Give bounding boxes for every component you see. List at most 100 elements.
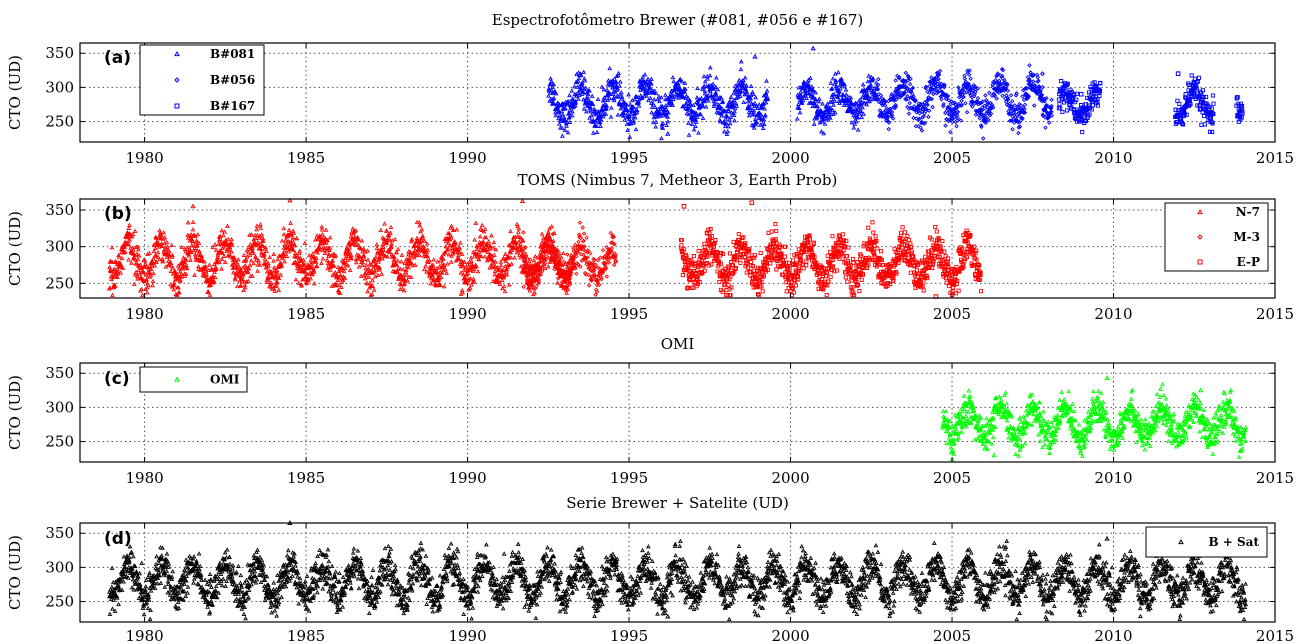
series-b-056-points bbox=[875, 63, 1055, 141]
y-tick-label: 350 bbox=[45, 44, 74, 62]
legend-box bbox=[139, 366, 248, 393]
x-tick-label: 1985 bbox=[287, 305, 325, 323]
y-tick-label: 250 bbox=[45, 274, 74, 292]
x-tick-label: 1985 bbox=[287, 469, 325, 487]
legend-label: N-7 bbox=[1236, 205, 1260, 219]
series-b-167-points bbox=[1173, 73, 1216, 134]
axes-frame bbox=[79, 42, 1276, 143]
panel-d: Serie Brewer + Satelite (UD) 1980 1985 1990… bbox=[6, 494, 1294, 644]
y-tick-label: 300 bbox=[45, 238, 74, 256]
data-point bbox=[665, 613, 671, 619]
legend-marker bbox=[1197, 234, 1203, 240]
data-point bbox=[752, 53, 758, 59]
data-point bbox=[561, 101, 568, 107]
x-tick-label: 1980 bbox=[126, 627, 164, 644]
data-point bbox=[1175, 71, 1181, 77]
x-tick-label: 1990 bbox=[448, 305, 486, 323]
legend: N-7 M-3 E-P bbox=[1164, 202, 1269, 272]
y-axis-label: CTO (UD) bbox=[6, 211, 24, 286]
legend-marker bbox=[1178, 538, 1184, 545]
x-tick-label: 1990 bbox=[448, 149, 486, 167]
x-tick-label: 2015 bbox=[1256, 469, 1294, 487]
panel-label: (d) bbox=[104, 529, 132, 549]
x-tick-label: 2010 bbox=[1094, 469, 1132, 487]
legend-marker bbox=[1197, 208, 1203, 215]
data-point bbox=[1237, 111, 1242, 116]
legend: B#081 B#056 B#167 bbox=[139, 44, 265, 116]
x-tick-label: 2015 bbox=[1256, 149, 1294, 167]
series-m-3-points bbox=[520, 220, 619, 298]
data-point bbox=[1039, 71, 1045, 77]
x-tick-label: 1985 bbox=[287, 627, 325, 644]
x-tick-label: 1980 bbox=[126, 469, 164, 487]
panel-b: TOMS (Nimbus 7, Metheor 3, Earth Prob) 19… bbox=[6, 171, 1294, 323]
data-point bbox=[991, 452, 997, 458]
axes-frame bbox=[79, 362, 1276, 463]
series-n-7-points bbox=[106, 219, 577, 297]
data-points bbox=[106, 520, 1249, 622]
panel-label: (a) bbox=[104, 48, 131, 68]
legend-marker bbox=[174, 376, 180, 382]
y-tick-label: 350 bbox=[45, 524, 74, 542]
x-tick-label: 2010 bbox=[1094, 305, 1132, 323]
x-tick-label: 2010 bbox=[1094, 627, 1132, 644]
x-tick-label: 2005 bbox=[933, 627, 971, 644]
data-points bbox=[106, 197, 984, 299]
axes-frame bbox=[79, 198, 1276, 299]
panel-title: Serie Brewer + Satelite (UD) bbox=[566, 494, 789, 512]
panel-c: OMI 1980 1985 1990 1995 2000 2005 2010 2015 250 30… bbox=[6, 335, 1294, 487]
series-e-p-points bbox=[678, 220, 984, 298]
series-omi-points bbox=[940, 381, 1249, 462]
legend: OMI bbox=[139, 366, 248, 393]
panel-title: Espectrofotômetro Brewer (#081, #056 e #… bbox=[492, 11, 863, 29]
series-b-167-points bbox=[1234, 95, 1245, 124]
data-point bbox=[665, 130, 671, 136]
x-tick-label: 1990 bbox=[448, 469, 486, 487]
legend-box bbox=[1145, 526, 1268, 558]
x-tick-label: 2000 bbox=[771, 627, 809, 644]
legend-label: B#056 bbox=[210, 73, 255, 87]
x-tick-label: 1980 bbox=[126, 305, 164, 323]
data-point bbox=[1078, 91, 1084, 97]
data-point bbox=[190, 203, 196, 209]
y-tick-label: 300 bbox=[45, 398, 74, 416]
legend-marker bbox=[174, 50, 180, 57]
y-tick-label: 300 bbox=[45, 78, 74, 96]
y-tick-label: 350 bbox=[45, 201, 74, 219]
data-point bbox=[610, 84, 616, 90]
legend-box bbox=[1164, 202, 1269, 272]
y-axis-label: CTO (UD) bbox=[6, 375, 24, 450]
data-point bbox=[1104, 375, 1110, 380]
x-tick-label: 2000 bbox=[771, 149, 809, 167]
data-point bbox=[836, 98, 842, 103]
series-b-081-points bbox=[546, 59, 771, 141]
x-tick-label: 2015 bbox=[1256, 627, 1294, 644]
data-point bbox=[810, 45, 816, 51]
y-tick-label: 250 bbox=[45, 593, 74, 611]
data-point bbox=[1198, 387, 1204, 393]
legend-label: OMI bbox=[210, 373, 240, 387]
data-point bbox=[519, 198, 526, 204]
series-b-sat-points bbox=[106, 538, 1249, 622]
data-point bbox=[901, 78, 907, 84]
legend-marker bbox=[174, 103, 180, 109]
data-points bbox=[940, 375, 1249, 462]
y-tick-label: 300 bbox=[45, 558, 74, 576]
legend: B + Sat bbox=[1145, 526, 1268, 558]
x-tick-label: 1995 bbox=[610, 149, 648, 167]
x-tick-label: 2000 bbox=[771, 469, 809, 487]
legend-label: M-3 bbox=[1233, 230, 1260, 244]
panel-title: TOMS (Nimbus 7, Metheor 3, Earth Prob) bbox=[518, 171, 838, 189]
data-point bbox=[287, 197, 293, 203]
x-tick-label: 1980 bbox=[126, 149, 164, 167]
x-tick-label: 2015 bbox=[1256, 305, 1294, 323]
legend-box bbox=[139, 44, 265, 116]
y-tick-label: 350 bbox=[45, 364, 74, 382]
y-axis-label: CTO (UD) bbox=[6, 535, 24, 610]
x-tick-label: 1985 bbox=[287, 149, 325, 167]
data-point bbox=[749, 200, 755, 205]
x-tick-label: 1995 bbox=[610, 305, 648, 323]
y-axis-label: CTO (UD) bbox=[6, 55, 24, 130]
series-b-081-points bbox=[794, 69, 880, 136]
axes-frame bbox=[79, 522, 1276, 623]
